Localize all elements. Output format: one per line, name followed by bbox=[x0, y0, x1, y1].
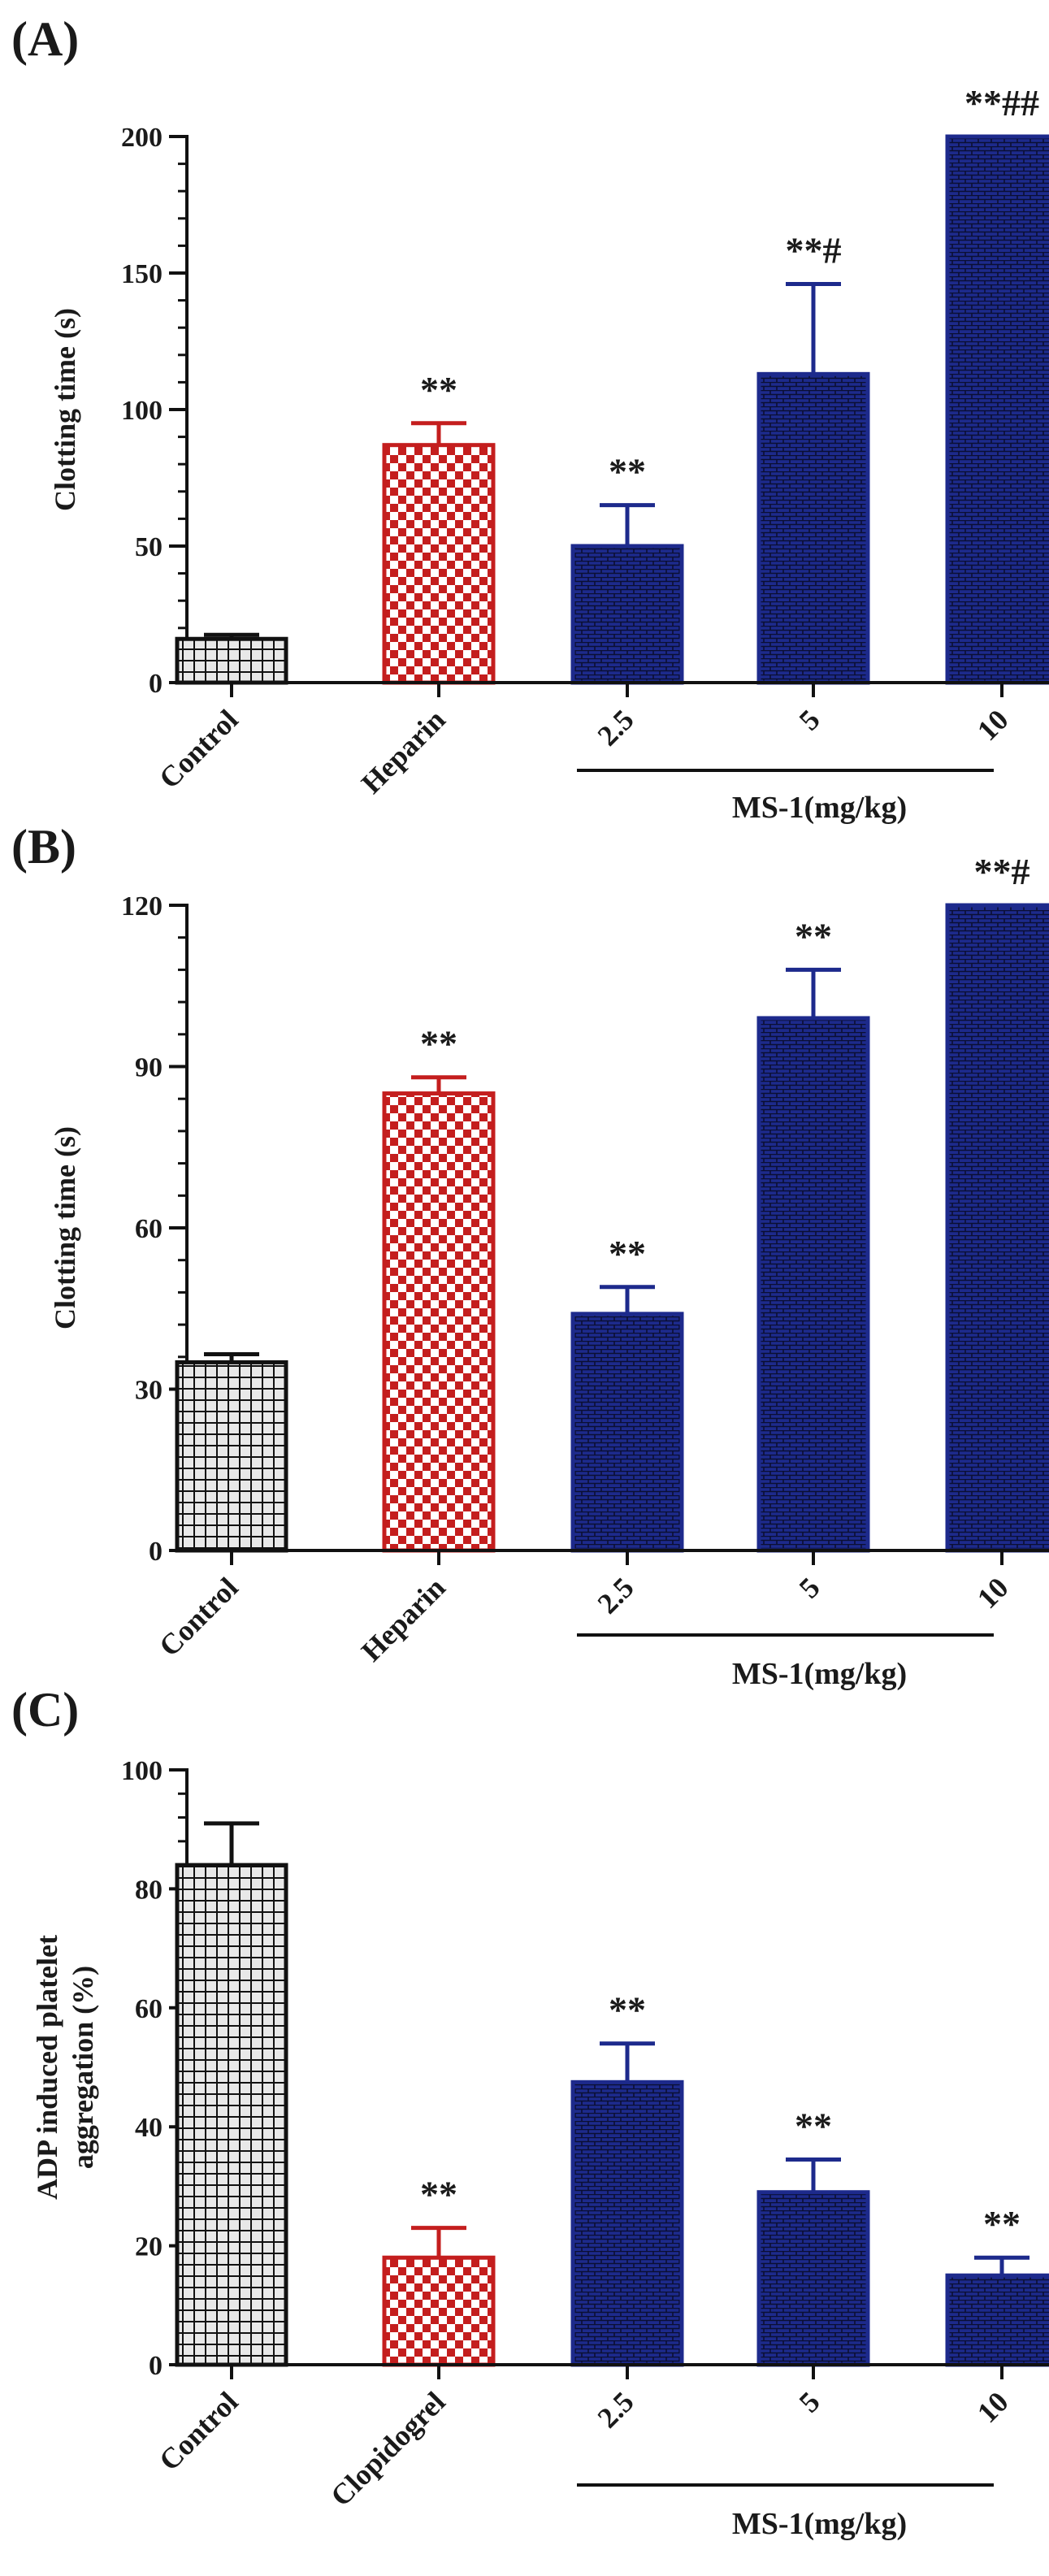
y-tick-label: 20 bbox=[135, 2232, 163, 2262]
bar-Heparin bbox=[382, 443, 496, 685]
x-tick-label: 2.5 bbox=[592, 1571, 640, 1620]
panel-3: (C) 0 20 40 60 80 100 ADP induced platelet aggre… bbox=[11, 1683, 1049, 2541]
bar-10 bbox=[945, 134, 1049, 685]
y-tick-label: 40 bbox=[135, 2113, 163, 2143]
significance-label: ** bbox=[420, 1023, 457, 1065]
significance-label: **# bbox=[786, 229, 842, 271]
bar-Clopidogrel bbox=[382, 2255, 496, 2367]
bar-5 bbox=[756, 1016, 870, 1553]
y-axis-label-line: aggregation (%) bbox=[67, 1966, 99, 2169]
bar-2.5 bbox=[570, 2079, 684, 2367]
bar-2.5 bbox=[570, 1312, 684, 1553]
y-tick-label: 120 bbox=[121, 891, 163, 922]
significance-label: ** bbox=[609, 1989, 646, 2031]
bar-Heparin bbox=[382, 1091, 496, 1553]
significance-label: **# bbox=[974, 851, 1030, 892]
x-tick-label: 5 bbox=[793, 703, 826, 736]
y-tick-label: 200 bbox=[121, 123, 163, 153]
bar-5 bbox=[756, 371, 870, 685]
group-label: MS-1(mg/kg) bbox=[732, 2507, 907, 2541]
x-tick-label: 10 bbox=[971, 1571, 1015, 1615]
group-label: MS-1(mg/kg) bbox=[732, 791, 907, 825]
y-tick-label: 150 bbox=[121, 259, 163, 289]
bar-2.5 bbox=[570, 544, 684, 685]
y-axis-label-line: ADP induced platelet bbox=[31, 1935, 63, 2200]
significance-label: **## bbox=[964, 82, 1039, 124]
x-tick-label: 2.5 bbox=[592, 703, 640, 752]
bar-Control bbox=[175, 1863, 288, 2367]
panel-1: (A) 0 50 100 150 200 Clotting time (s) Control *… bbox=[11, 12, 1049, 825]
x-tick-label: Heparin bbox=[355, 703, 452, 800]
significance-label: ** bbox=[420, 2174, 457, 2215]
x-tick-label: 10 bbox=[971, 703, 1015, 747]
y-tick-label: 80 bbox=[135, 1875, 163, 1905]
significance-label: ** bbox=[609, 1233, 646, 1274]
panel-label: (C) bbox=[11, 1683, 79, 1737]
panel-label: (B) bbox=[11, 820, 76, 874]
bar-10 bbox=[945, 2273, 1049, 2367]
y-tick-label: 90 bbox=[135, 1053, 163, 1083]
y-axis-label-line: Clotting time (s) bbox=[49, 308, 81, 511]
y-axis-label: Clotting time (s) bbox=[49, 1126, 81, 1329]
x-tick-label: 5 bbox=[793, 2385, 826, 2418]
bar-10 bbox=[945, 903, 1049, 1553]
bar-5 bbox=[756, 2190, 870, 2367]
y-tick-label: 60 bbox=[135, 1214, 163, 1244]
panel-2: (B) 0 30 60 90 120 Clotting time (s) Control ** H… bbox=[11, 820, 1049, 1691]
bar-Control bbox=[175, 1360, 288, 1553]
group-label: MS-1(mg/kg) bbox=[732, 1657, 907, 1691]
significance-label: ** bbox=[795, 915, 832, 956]
y-tick-label: 100 bbox=[121, 1756, 163, 1786]
x-tick-label: 5 bbox=[793, 1571, 826, 1604]
y-axis-label: Clotting time (s) bbox=[49, 308, 81, 511]
x-tick-label: Control bbox=[153, 1571, 245, 1663]
y-tick-label: 0 bbox=[149, 669, 163, 699]
significance-label: ** bbox=[795, 2105, 832, 2146]
y-tick-label: 50 bbox=[135, 532, 163, 562]
y-tick-label: 60 bbox=[135, 1994, 163, 2024]
significance-label: ** bbox=[420, 369, 457, 410]
x-tick-label: Heparin bbox=[355, 1571, 452, 1667]
y-tick-label: 100 bbox=[121, 396, 163, 426]
y-tick-label: 0 bbox=[149, 1537, 163, 1567]
panel-label: (A) bbox=[11, 12, 79, 66]
y-tick-label: 30 bbox=[135, 1376, 163, 1406]
bar-Control bbox=[175, 636, 288, 685]
x-tick-label: Control bbox=[153, 703, 245, 795]
significance-label: ** bbox=[983, 2203, 1021, 2244]
x-tick-label: 10 bbox=[971, 2385, 1015, 2429]
y-tick-label: 0 bbox=[149, 2351, 163, 2381]
x-tick-label: Control bbox=[153, 2385, 245, 2477]
y-axis-label-line: Clotting time (s) bbox=[49, 1126, 81, 1329]
x-tick-label: 2.5 bbox=[592, 2385, 640, 2434]
significance-label: ** bbox=[609, 451, 646, 492]
x-tick-label: Clopidogrel bbox=[324, 2385, 452, 2513]
y-axis-label: ADP induced platelet aggregation (%) bbox=[31, 1935, 99, 2200]
